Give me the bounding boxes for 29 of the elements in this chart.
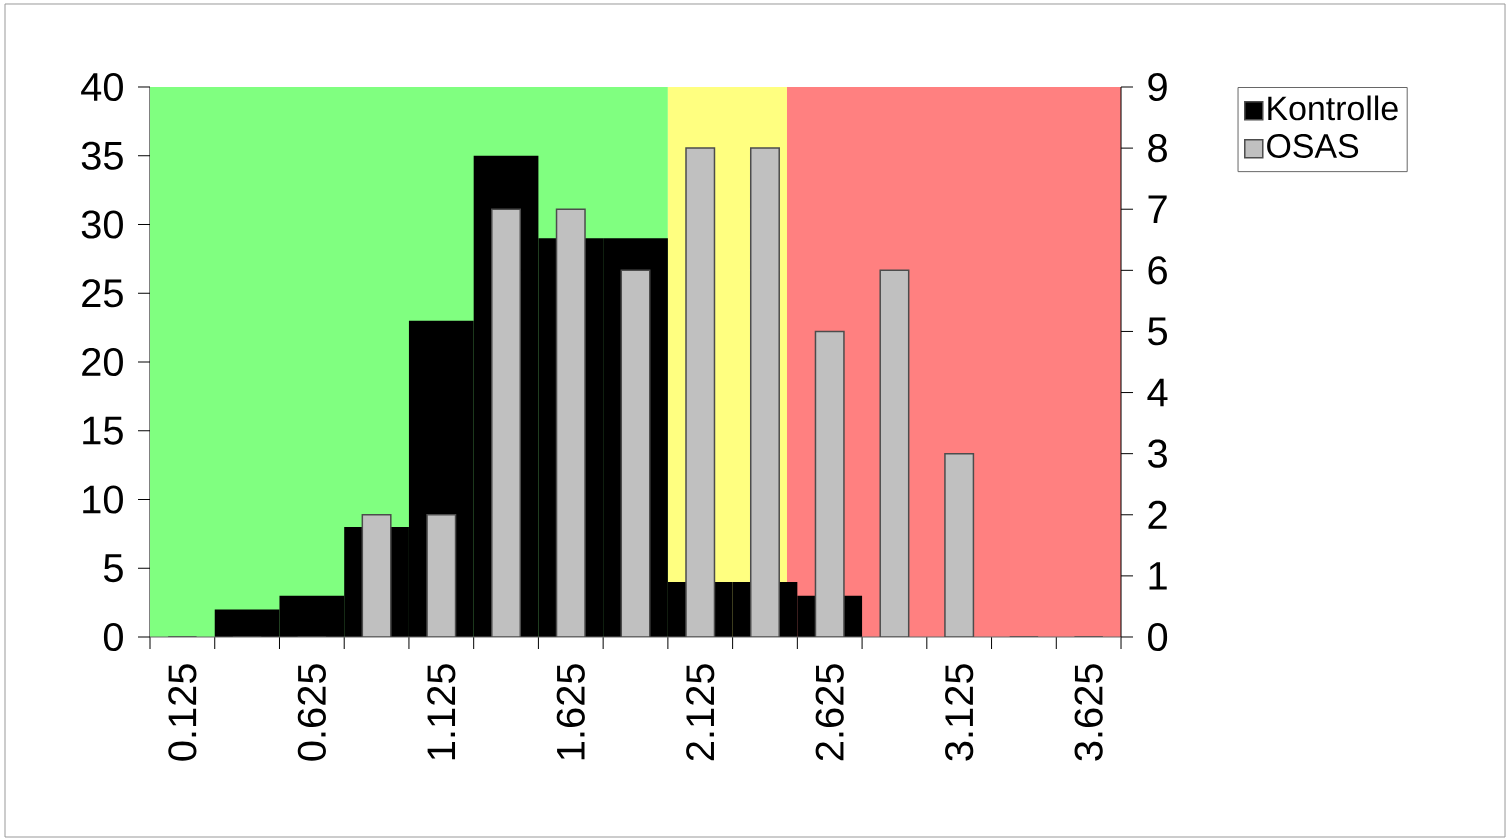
y-tick-label: 40: [81, 72, 123, 102]
legend-label: OSAS: [1267, 134, 1359, 158]
y2-tick-label: 7: [1148, 195, 1167, 223]
x-tick-label: 1.625: [556, 664, 585, 760]
y2-tick-label: 9: [1148, 72, 1167, 102]
x-tick-label: 3.125: [945, 664, 974, 761]
x-tick-label: 2.125: [686, 664, 715, 761]
y-tick-label: 25: [82, 279, 123, 308]
y2-tick-label: 4: [1147, 378, 1168, 407]
y2-tick-label: 1: [1149, 562, 1167, 590]
x-tick-label: 1.125: [427, 664, 456, 760]
y-tick-label: 35: [81, 141, 123, 170]
x-tick-label: 2.625: [815, 664, 844, 761]
y2-tick-label: 2: [1148, 500, 1167, 529]
x-tick-label: 3.625: [1074, 664, 1103, 761]
y-tick-label: 20: [82, 347, 123, 377]
legend-label: Kontrolle: [1268, 95, 1398, 121]
y2-tick-label: 5: [1148, 317, 1167, 346]
y2-tick-label: 8: [1148, 134, 1167, 163]
y2-tick-label: 3: [1148, 439, 1167, 468]
y-tick-label: 15: [83, 416, 123, 445]
y-tick-label: 5: [103, 554, 123, 583]
y-tick-label: 10: [83, 485, 123, 514]
x-tick-label: 0.625: [297, 664, 326, 761]
x-tick-label: 0.125: [168, 664, 197, 761]
y-tick-label: 30: [81, 210, 123, 239]
y2-tick-label: 6: [1148, 256, 1167, 285]
y-tick-label: 0: [103, 622, 123, 652]
y2-tick-label: 0: [1148, 622, 1168, 652]
